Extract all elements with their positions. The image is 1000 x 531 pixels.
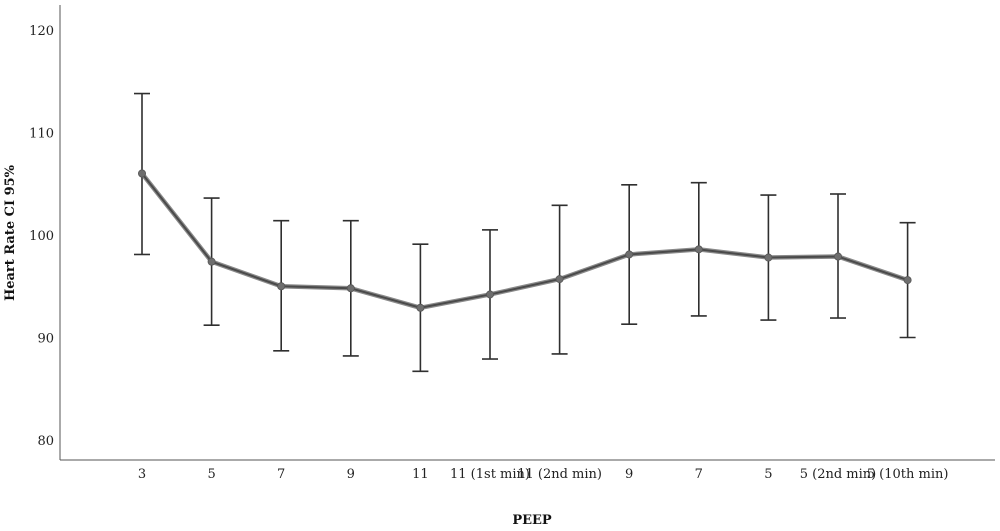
- x-tick-label: 11 (2nd min): [517, 467, 602, 482]
- series: [140, 172, 909, 311]
- x-tick-label: 11 (1st min): [450, 467, 530, 482]
- data-point: [207, 257, 216, 266]
- data-point: [277, 282, 286, 291]
- data-point: [694, 245, 703, 254]
- y-axis-ticks: 80 90 100 110 120: [29, 24, 54, 449]
- x-axis-title: PEEP: [512, 513, 552, 528]
- data-point: [903, 276, 912, 285]
- data-point: [416, 303, 425, 312]
- data-point: [625, 250, 634, 259]
- x-tick-label: 7: [695, 467, 703, 482]
- series-line: [141, 172, 908, 309]
- x-tick-label: 9: [347, 467, 355, 482]
- error-bars: [134, 92, 916, 373]
- x-tick-label: 5 (2nd min): [800, 467, 877, 482]
- y-axis-title: Heart Rate CI 95%: [3, 164, 18, 301]
- y-tick-label: 80: [37, 434, 54, 449]
- data-point: [346, 284, 355, 293]
- x-tick-label: 5: [764, 467, 772, 482]
- x-tick-label: 3: [138, 467, 146, 482]
- axes: [59, 5, 995, 461]
- data-point: [764, 253, 773, 262]
- x-tick-label: 7: [277, 467, 285, 482]
- data-points: [137, 169, 912, 312]
- data-point: [834, 252, 843, 261]
- y-tick-label: 90: [37, 332, 54, 347]
- x-tick-label: 5 (10th min): [867, 467, 949, 482]
- x-axis-ticks: 3 5 7 9 11 11 (1st min)11 (2nd min) 9 7 5 5 (2nd …: [138, 467, 949, 482]
- y-tick-label: 120: [29, 24, 54, 39]
- x-tick-label: 11: [412, 467, 429, 482]
- x-tick-label: 5: [207, 467, 215, 482]
- data-point: [137, 169, 146, 178]
- y-tick-label: 110: [29, 127, 54, 142]
- data-point: [485, 290, 494, 299]
- data-point: [555, 275, 564, 284]
- x-tick-label: 9: [625, 467, 633, 482]
- y-tick-label: 100: [29, 229, 54, 244]
